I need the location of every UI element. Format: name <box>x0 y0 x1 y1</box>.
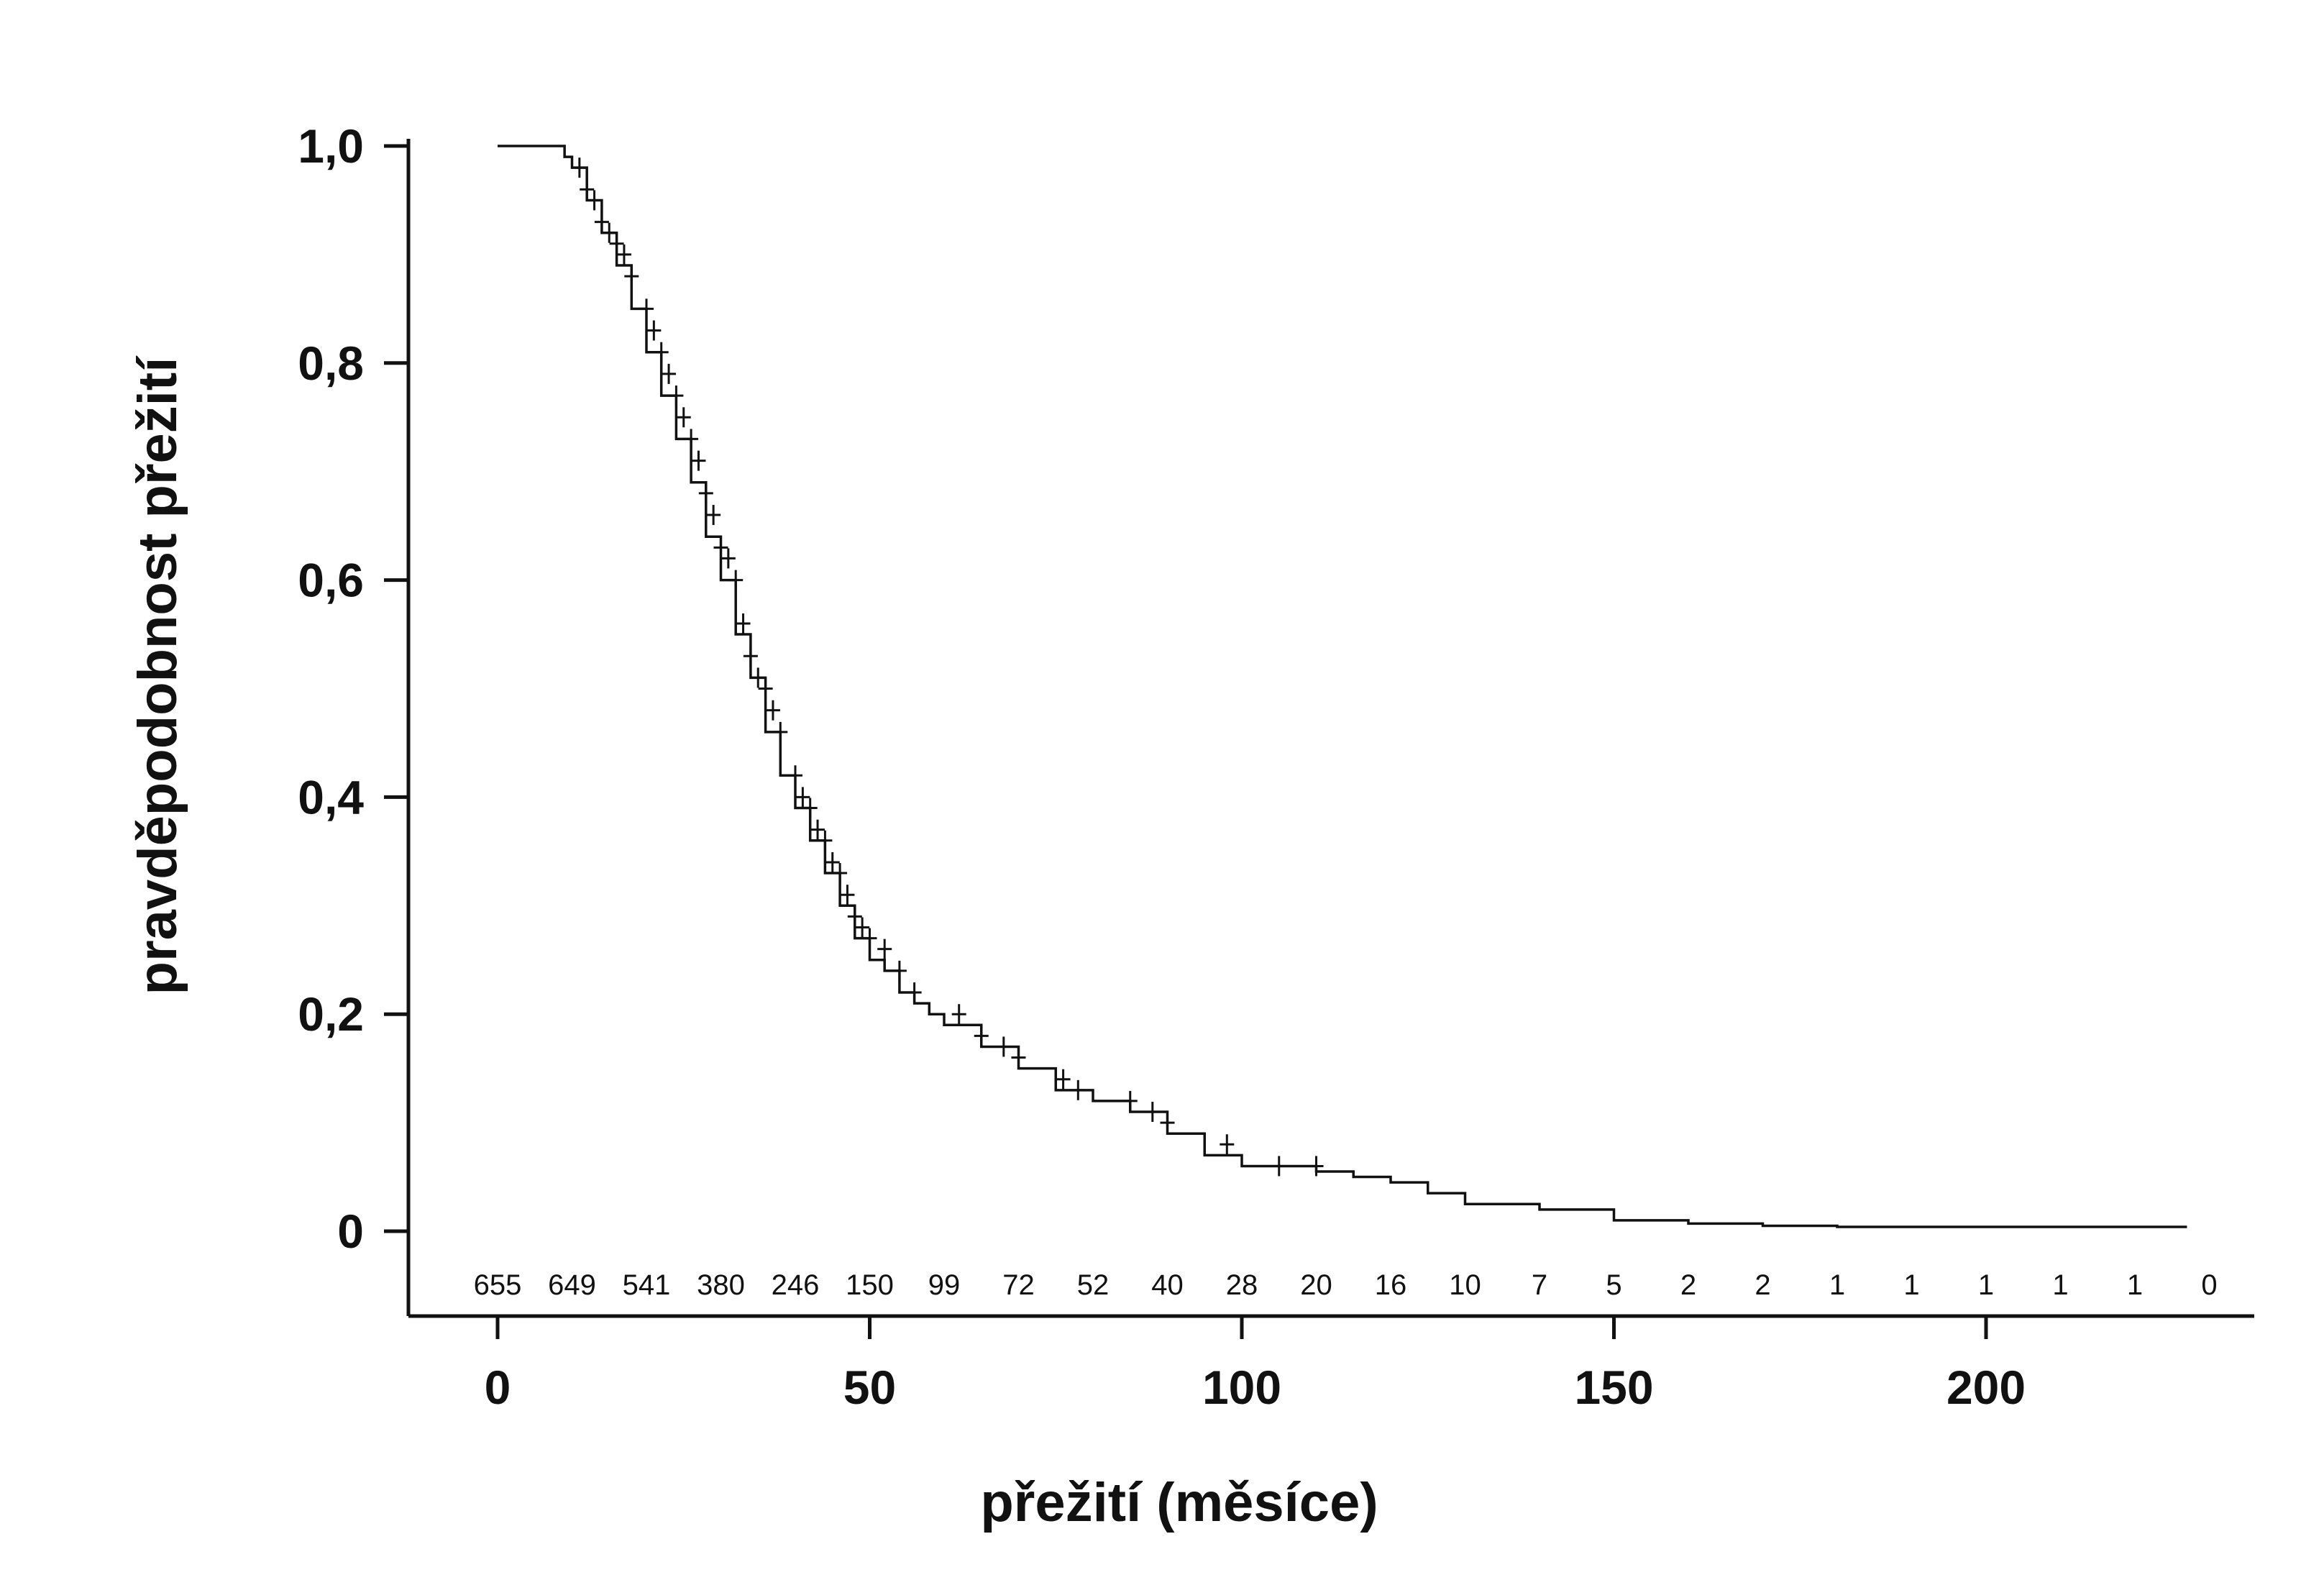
at-risk-count: 655 <box>474 1269 522 1301</box>
y-axis-title: pravděpodobnost přežití <box>127 355 188 995</box>
at-risk-count: 380 <box>697 1269 745 1301</box>
at-risk-count: 7 <box>1532 1269 1547 1301</box>
x-tick-label: 150 <box>1574 1361 1653 1414</box>
at-risk-count: 52 <box>1077 1269 1110 1301</box>
x-tick-label: 0 <box>485 1361 511 1414</box>
y-tick-label: 0,8 <box>298 337 364 390</box>
at-risk-count: 99 <box>928 1269 961 1301</box>
plot-area <box>498 145 2187 1228</box>
x-tick-label: 200 <box>1946 1361 2026 1414</box>
y-tick-label: 0 <box>337 1205 364 1258</box>
at-risk-count: 40 <box>1151 1269 1184 1301</box>
at-risk-count: 1 <box>2052 1269 2068 1301</box>
at-risk-count: 649 <box>548 1269 596 1301</box>
at-risk-count: 1 <box>1978 1269 1994 1301</box>
at-risk-count: 16 <box>1375 1269 1407 1301</box>
at-risk-count: 20 <box>1300 1269 1332 1301</box>
at-risk-count: 28 <box>1226 1269 1258 1301</box>
y-axis-ticks: 0 0,2 0,4 0,6 0,8 1,0 <box>298 119 408 1258</box>
at-risk-count: 5 <box>1606 1269 1621 1301</box>
at-risk-count: 1 <box>2127 1269 2143 1301</box>
x-axis-title: přežití (měsíce) <box>980 1472 1378 1533</box>
at-risk-count: 1 <box>1903 1269 1919 1301</box>
at-risk-count: 0 <box>2201 1269 2217 1301</box>
at-risk-numbers: 655 649 541 380 246 150 99 72 52 40 28 20 16 10 7 5 2 2 1 1… <box>474 1269 2218 1301</box>
axes <box>406 139 2254 1318</box>
at-risk-count: 1 <box>1829 1269 1845 1301</box>
x-axis-ticks: 0 50 100 150 200 <box>485 1316 2026 1414</box>
at-risk-count: 10 <box>1449 1269 1481 1301</box>
y-tick-label: 0,6 <box>298 554 364 607</box>
x-tick-label: 50 <box>843 1361 896 1414</box>
y-tick-label: 0,2 <box>298 987 364 1041</box>
at-risk-count: 72 <box>1002 1269 1035 1301</box>
y-tick-label: 0,4 <box>298 770 364 823</box>
y-tick-label: 1,0 <box>298 119 364 173</box>
at-risk-count: 150 <box>846 1269 894 1301</box>
at-risk-count: 246 <box>772 1269 820 1301</box>
x-tick-label: 100 <box>1202 1361 1281 1414</box>
survival-curve <box>498 145 2187 1228</box>
at-risk-count: 2 <box>1680 1269 1696 1301</box>
at-risk-count: 2 <box>1755 1269 1770 1301</box>
at-risk-count: 541 <box>623 1269 671 1301</box>
